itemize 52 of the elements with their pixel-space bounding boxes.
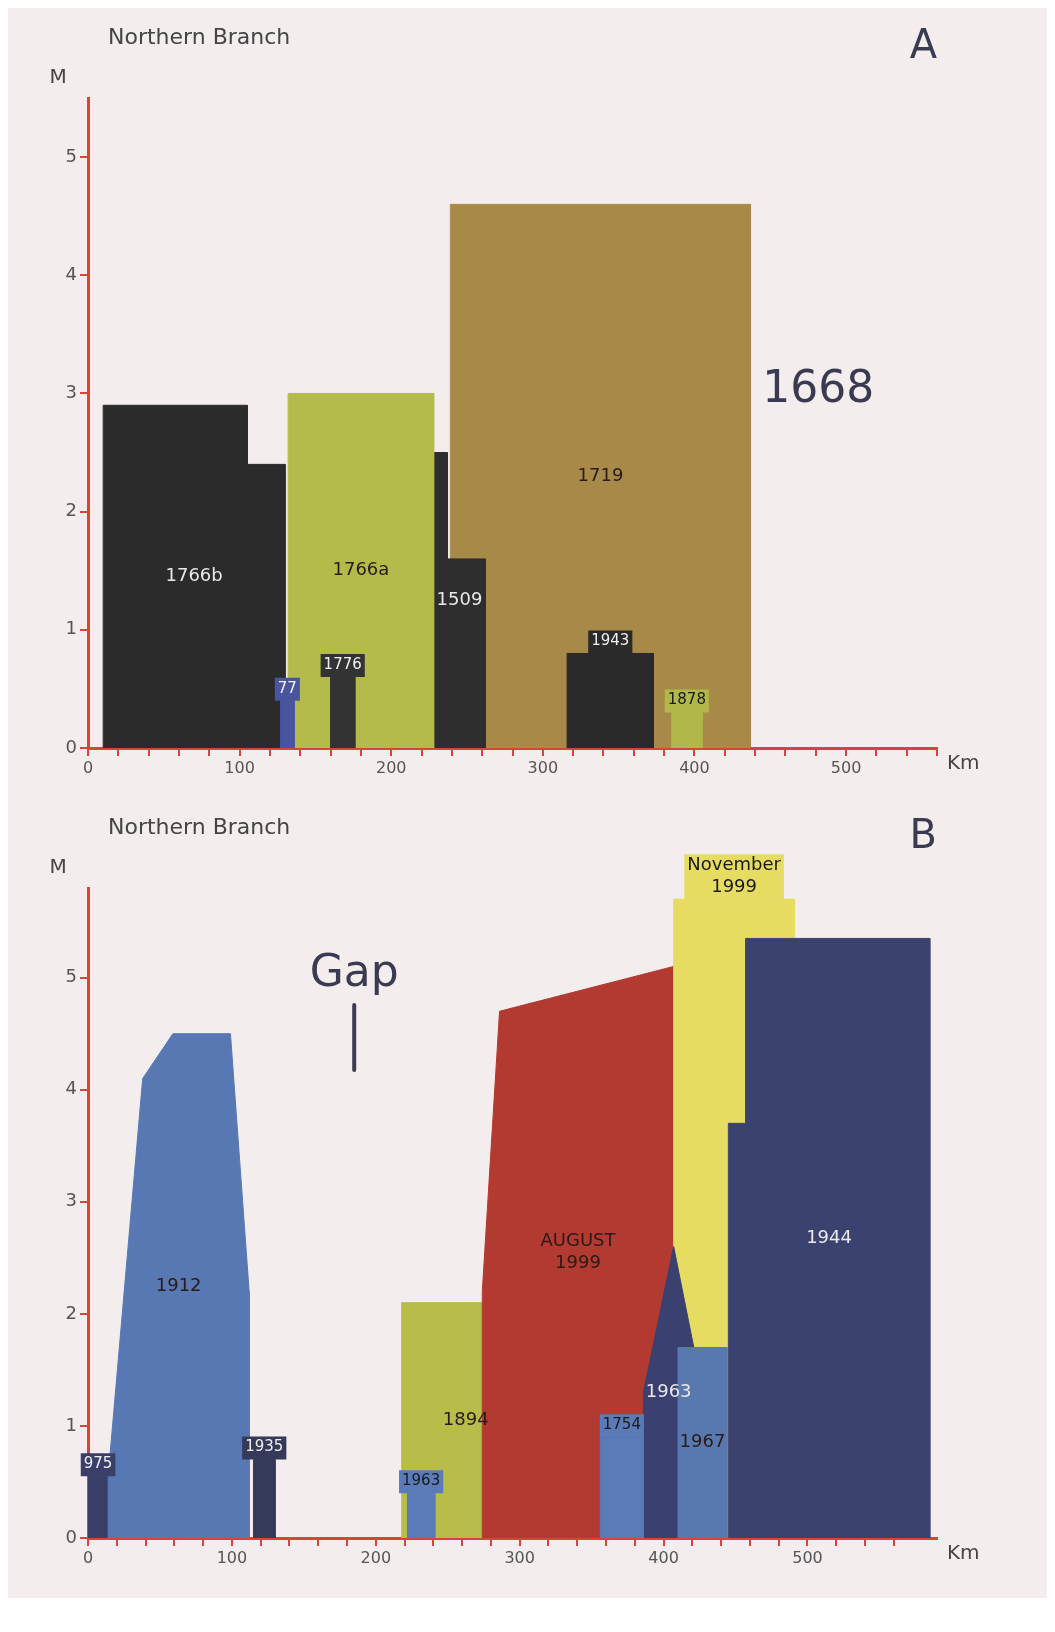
- x-axis-title: Km: [947, 1540, 980, 1565]
- series-label: 77: [277, 678, 297, 697]
- chart-title: A: [909, 21, 938, 68]
- series-label: 1754: [602, 1415, 641, 1434]
- series-label: 1878: [667, 690, 706, 709]
- series-label: 1719: [577, 463, 624, 485]
- y-tick-label: 3: [65, 1189, 77, 1211]
- x-tick-label: 400: [648, 1547, 679, 1567]
- x-tick-label: 0: [82, 1547, 94, 1567]
- x-tick-label: 200: [360, 1547, 392, 1567]
- series-label: 1963: [402, 1471, 441, 1490]
- series-label: AUGUST 1999: [540, 1228, 617, 1272]
- x-tick-label: 200: [375, 757, 407, 777]
- y-tick-label: 2: [65, 1301, 77, 1323]
- series-label: 1967: [679, 1430, 726, 1452]
- y-tick-label: 0: [65, 735, 77, 757]
- x-tick-label: 500: [830, 757, 862, 777]
- series-label: 1912: [155, 1273, 202, 1295]
- chart-title: B: [909, 811, 937, 858]
- x-axis-title: Km: [947, 750, 980, 775]
- x-tick-label: 400: [679, 757, 710, 777]
- x-tick-label: 100: [224, 757, 255, 777]
- y-tick-label: 0: [65, 1525, 77, 1547]
- series-label: 1943: [591, 631, 630, 650]
- x-tick-label: 0: [82, 757, 94, 777]
- y-tick-label: 4: [65, 262, 77, 284]
- text: Northern Branch: [108, 23, 291, 49]
- series-label: 1935: [245, 1437, 284, 1456]
- x-tick-label: 300: [527, 757, 559, 777]
- series-label: 1509: [436, 587, 483, 609]
- series-label: 975: [83, 1454, 113, 1473]
- text: Northern Branch: [108, 813, 291, 839]
- y-tick-label: 5: [65, 965, 77, 987]
- y-tick-label: 1: [65, 1413, 77, 1435]
- series-label: 1766a: [332, 558, 390, 580]
- y-tick-label: 3: [65, 381, 77, 403]
- y-tick-label: 5: [65, 144, 77, 166]
- y-tick-label: 2: [65, 499, 77, 521]
- series-label: 1766b: [165, 564, 223, 586]
- series-label: 1776: [323, 654, 362, 673]
- series-label: 1944: [806, 1225, 852, 1247]
- text: 1668: [762, 360, 875, 412]
- y-axis-title: M: [49, 64, 67, 89]
- series-label: November 1999: [687, 852, 782, 896]
- series-label: 1963: [645, 1379, 692, 1401]
- y-tick-label: 1: [65, 617, 77, 639]
- x-tick-label: 500: [792, 1547, 823, 1567]
- y-tick-label: 4: [65, 1077, 77, 1099]
- x-tick-label: 300: [504, 1547, 535, 1567]
- ref-line-label: Gap: [309, 945, 399, 997]
- y-axis-title: M: [49, 854, 67, 879]
- x-tick-label: 100: [216, 1547, 248, 1567]
